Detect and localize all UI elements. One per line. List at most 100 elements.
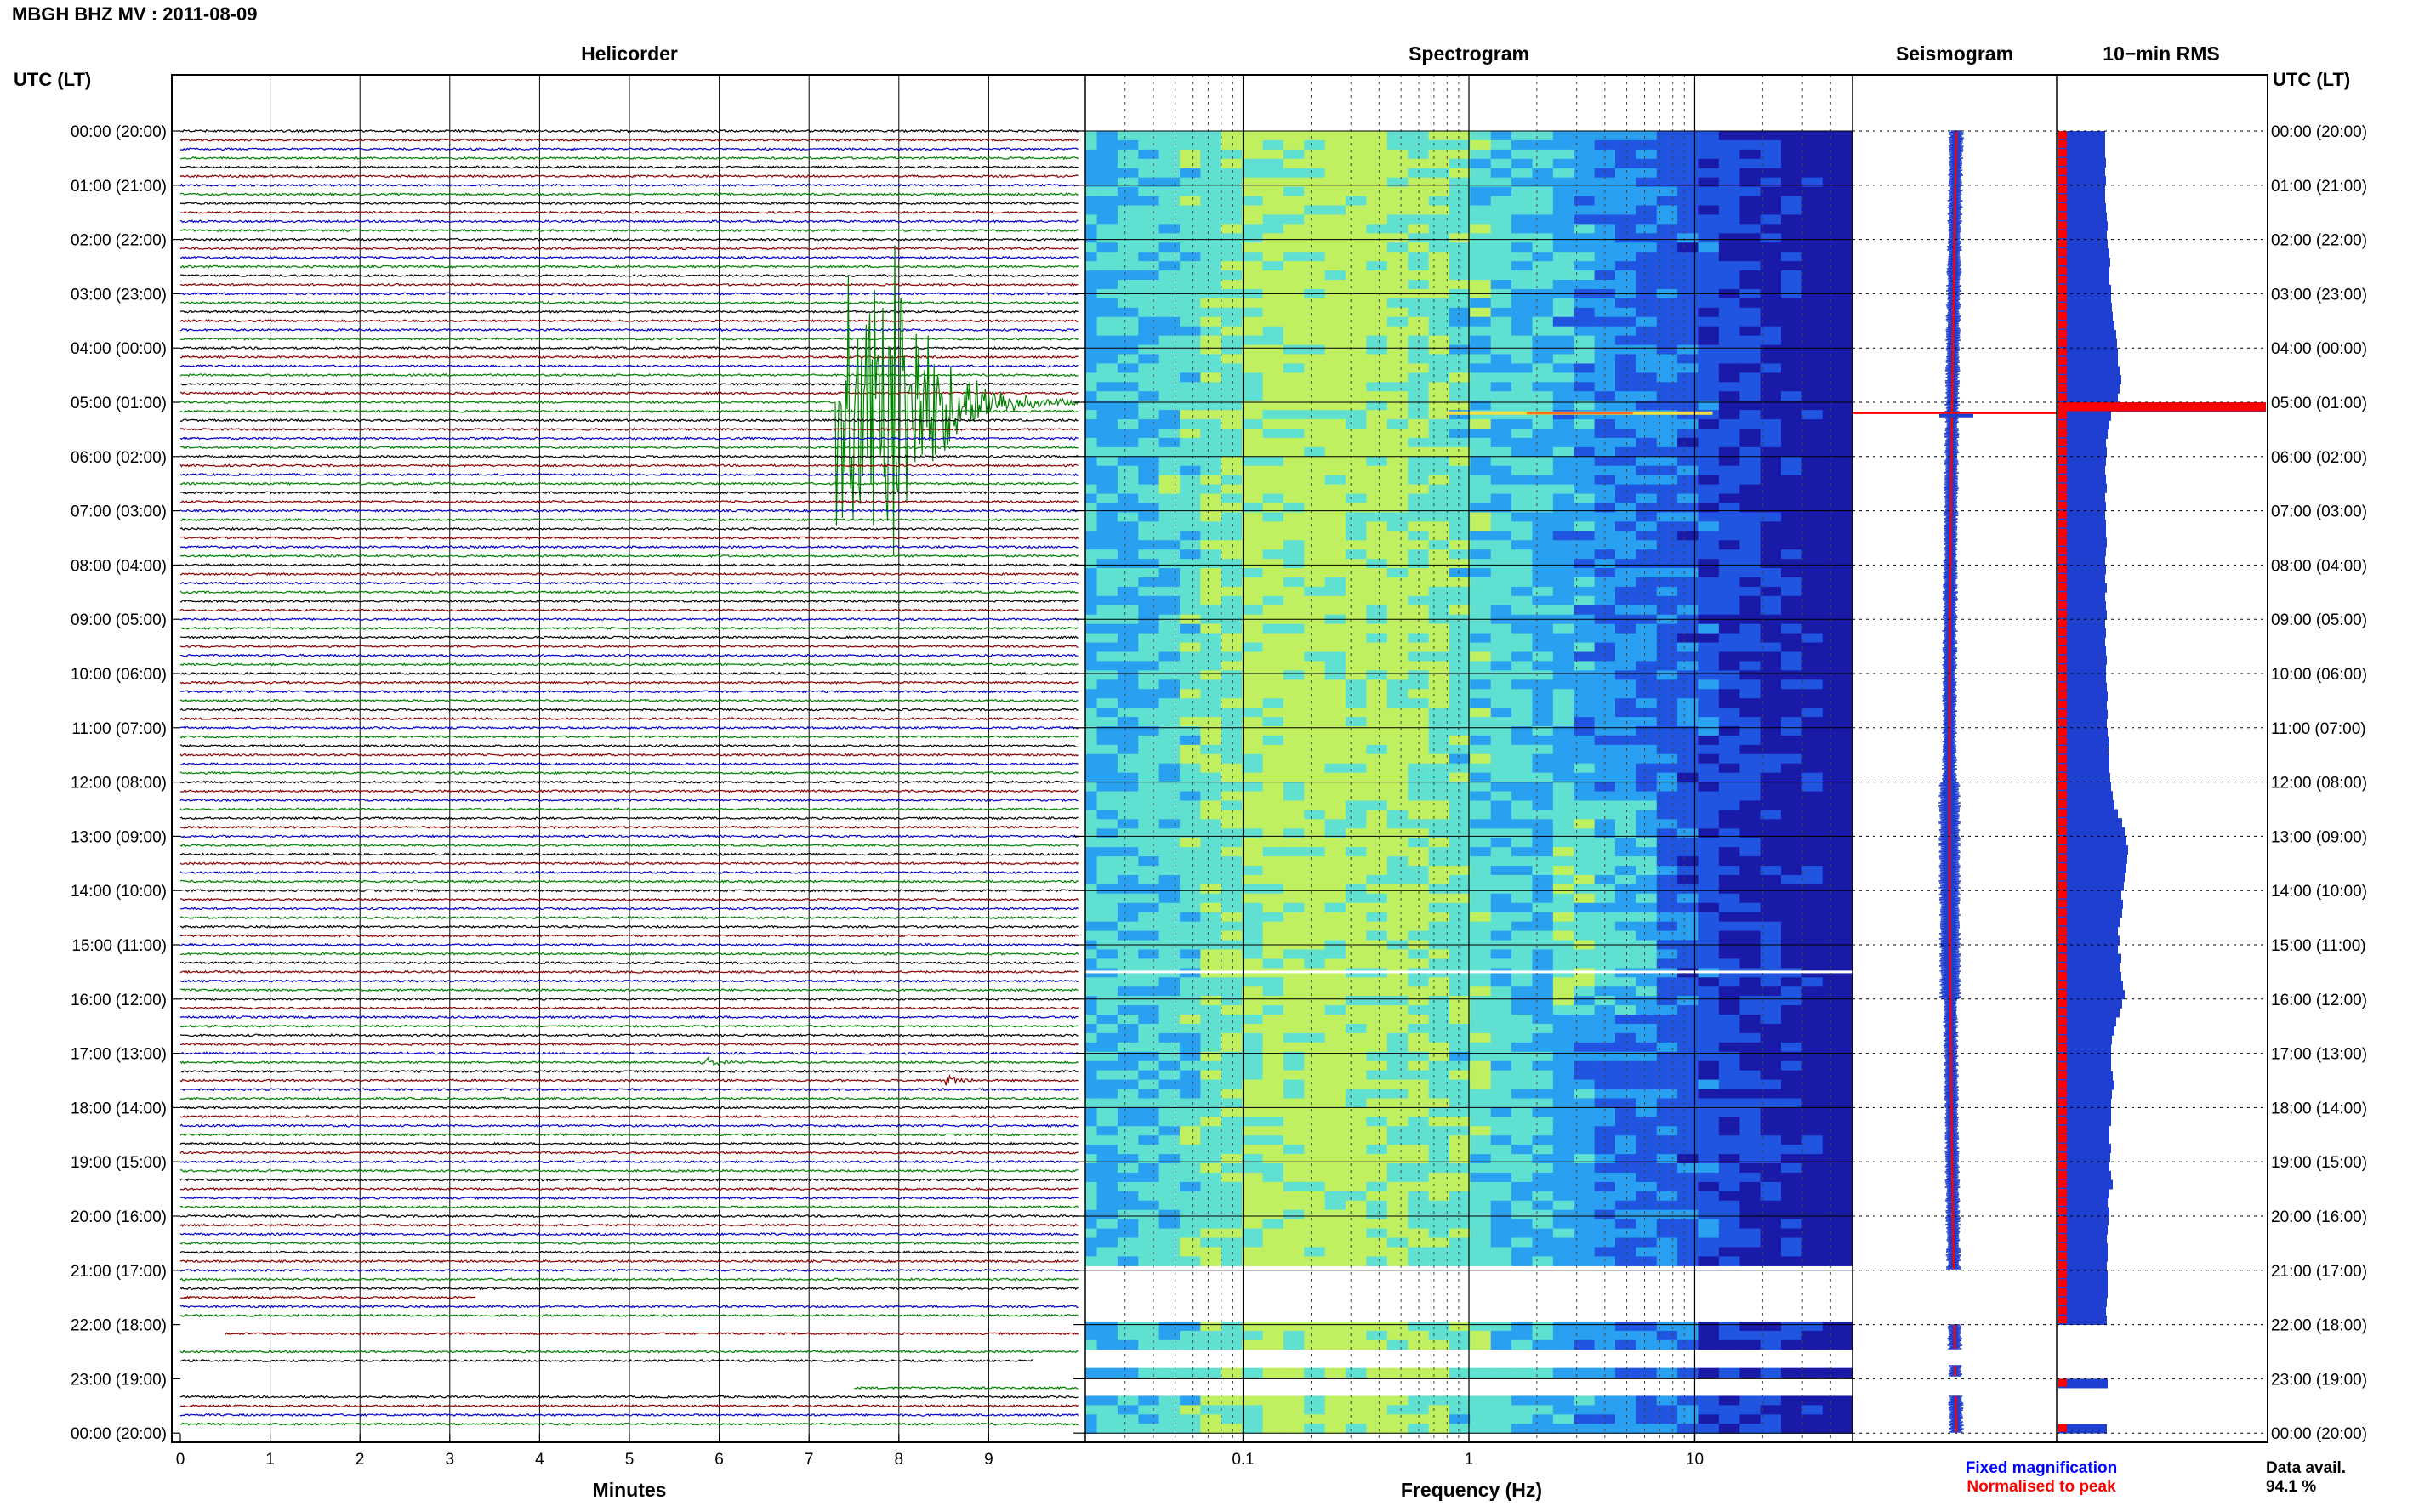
rms-bar-normalised [2058, 429, 2067, 438]
legend-normalised-to-peak: Normalised to peak [1967, 1478, 2116, 1496]
helicorder-trace [179, 201, 1079, 206]
rms-bar-fixed [2058, 1279, 2108, 1289]
helicorder-trace [179, 1205, 1079, 1209]
helicorder-trace [179, 1024, 1079, 1028]
time-label-left: 01:00 (21:00) [71, 178, 167, 196]
rms-bar-normalised [2058, 1279, 2067, 1287]
rms-bar-fixed [2058, 1225, 2108, 1235]
rms-bar-normalised [2058, 329, 2067, 338]
rms-bar-fixed [2058, 727, 2108, 737]
time-label-left: 09:00 (05:00) [71, 611, 167, 629]
rms-bar-normalised [2058, 809, 2067, 817]
helicorder-trace [179, 1223, 1079, 1227]
helicorder-trace [179, 1305, 1079, 1309]
rms-bar-normalised [2058, 1288, 2067, 1297]
rms-bar-fixed [2058, 284, 2111, 294]
rms-bar-normalised [2058, 998, 2067, 1007]
time-label-left: 20:00 (16:00) [71, 1208, 167, 1226]
rms-bar-fixed [2058, 1288, 2108, 1299]
helicorder-trace [179, 1241, 1079, 1246]
helicorder-trace [179, 192, 1079, 196]
rms-bar-fixed [2058, 945, 2118, 955]
rms-bar-fixed [2058, 276, 2109, 286]
rms-bar-fixed [2058, 1252, 2108, 1262]
rms-bar-fixed [2058, 998, 2122, 1009]
helicorder-trace [179, 318, 1079, 323]
rms-bar-fixed [2058, 1035, 2112, 1045]
rms-bar-normalised [2058, 257, 2067, 265]
rms-bar-fixed [2058, 953, 2121, 963]
helicorder-trace [179, 788, 1079, 793]
rms-bar-normalised [2058, 574, 2067, 583]
helicorder-trace [179, 1006, 1079, 1010]
helicorder-trace [179, 183, 1079, 188]
rms-bar-normalised [2058, 674, 2067, 682]
rms-bar-normalised [2058, 746, 2067, 754]
rms-bar-fixed [2058, 167, 2105, 177]
rms-bar-normalised [2058, 1252, 2067, 1260]
helicorder-trace [179, 418, 1079, 423]
rms-bar-normalised [2058, 926, 2067, 935]
rms-bar-fixed [2058, 1234, 2107, 1244]
time-label-right: 09:00 (05:00) [2271, 611, 2367, 629]
rms-bar-normalised [2058, 1125, 2067, 1134]
rms-bar-fixed [2058, 203, 2106, 213]
helicorder-trace [179, 1395, 1079, 1399]
rms-bar-fixed [2058, 872, 2125, 882]
helicorder-trace [179, 825, 1079, 830]
helicorder-trace [179, 915, 1079, 920]
rms-bar-fixed [2058, 628, 2106, 638]
helicorder-trace [179, 1042, 1079, 1047]
rms-bar-normalised [2058, 139, 2067, 148]
rms-bar-fixed [2058, 492, 2105, 503]
time-label-left: 06:00 (02:00) [71, 449, 167, 467]
helicorder-trace [179, 852, 1079, 857]
rms-bar-normalised [2058, 1306, 2067, 1315]
rms-bar-fixed [2058, 366, 2120, 376]
rms-bar-normalised [2058, 1242, 2067, 1252]
rms-bar-normalised [2058, 157, 2067, 167]
rms-bar-normalised [2058, 284, 2067, 293]
rms-bar-fixed [2058, 1162, 2109, 1172]
helicorder-trace [179, 1133, 1079, 1137]
helicorder-trace [179, 499, 1079, 504]
rms-bar-fixed [2058, 881, 2124, 891]
rms-bar-normalised [2058, 1098, 2067, 1106]
rms-bar-fixed [2058, 510, 2105, 520]
rms-bar-normalised [2058, 981, 2067, 989]
rms-bar-normalised [2058, 230, 2067, 239]
rms-bar-normalised [2058, 338, 2067, 347]
rms-bar-normalised [2058, 791, 2067, 799]
helicorder-trace [179, 481, 1079, 486]
time-label-left: 18:00 (14:00) [71, 1100, 167, 1117]
helicorder-trace [179, 255, 1079, 260]
time-label-right: 00:00 (20:00) [2271, 123, 2367, 141]
spectrogram-x-tick-label: 10 [1686, 1451, 1704, 1469]
rms-bar-fixed [2058, 691, 2108, 702]
rms-bar-fixed [2058, 420, 2109, 430]
rms-bar-fixed [2058, 212, 2107, 222]
helicorder-trace [179, 617, 1079, 622]
rms-bar-normalised [2058, 203, 2067, 212]
time-label-left: 05:00 (01:00) [71, 395, 167, 412]
helicorder-trace [179, 509, 1079, 513]
rms-bar-fixed [2058, 791, 2113, 801]
rms-bar-normalised [2058, 375, 2067, 384]
rms-bar-normalised [2058, 1162, 2067, 1170]
time-label-left: 15:00 (11:00) [71, 937, 167, 955]
rms-bar-normalised [2058, 754, 2067, 763]
rms-bar-normalised [2058, 194, 2067, 202]
spectrogram-x-tick-label: 0.1 [1232, 1451, 1254, 1469]
time-label-right: 14:00 (10:00) [2271, 883, 2367, 901]
helicorder-trace [179, 870, 1079, 875]
rms-bar-normalised [2058, 384, 2067, 392]
helicorder-trace [179, 219, 1079, 224]
rms-bar-fixed [2058, 1424, 2107, 1434]
rms-bar-fixed [2058, 1008, 2120, 1018]
helicorder-trace [179, 635, 1079, 639]
rms-bar-fixed [2058, 746, 2109, 756]
rms-bar-normalised [2058, 583, 2067, 591]
rms-bar-normalised [2058, 945, 2067, 953]
helicorder-trace [179, 146, 1079, 151]
helicorder-trace [179, 544, 1079, 549]
